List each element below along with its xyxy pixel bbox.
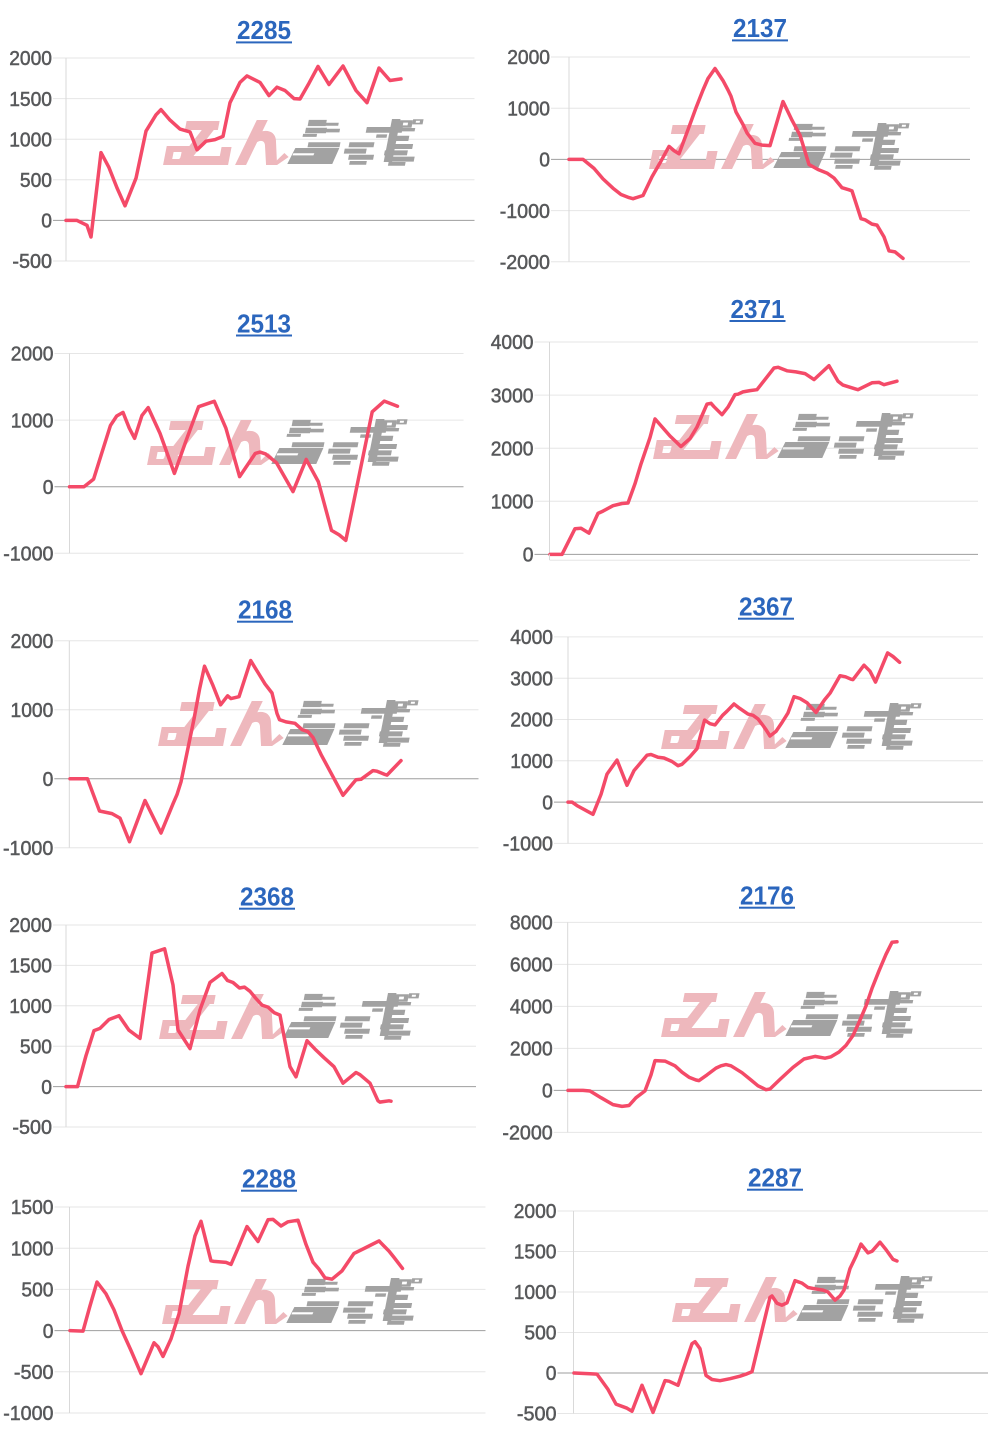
svg-text:2176: 2176 <box>740 881 794 911</box>
svg-text:500: 500 <box>20 1036 52 1058</box>
svg-text:8000: 8000 <box>510 913 553 935</box>
svg-text:0: 0 <box>41 211 52 233</box>
svg-text:0: 0 <box>542 792 553 814</box>
svg-text:3000: 3000 <box>510 668 553 690</box>
svg-text:6000: 6000 <box>510 955 553 977</box>
svg-text:500: 500 <box>21 1280 53 1302</box>
svg-text:1000: 1000 <box>9 129 52 151</box>
svg-text:2000: 2000 <box>11 344 54 366</box>
svg-text:2137: 2137 <box>733 13 787 43</box>
svg-text:-2000: -2000 <box>502 1123 552 1145</box>
svg-text:2168: 2168 <box>238 595 292 625</box>
svg-text:-1000: -1000 <box>503 834 553 856</box>
svg-text:0: 0 <box>43 477 54 499</box>
svg-text:-1000: -1000 <box>3 1403 53 1425</box>
svg-text:4000: 4000 <box>510 627 553 649</box>
svg-text:0: 0 <box>41 1077 52 1099</box>
svg-text:0: 0 <box>523 545 534 567</box>
svg-text:2513: 2513 <box>237 308 291 338</box>
svg-text:-500: -500 <box>12 251 52 273</box>
svg-text:2000: 2000 <box>510 1039 553 1061</box>
svg-text:2000: 2000 <box>491 438 534 460</box>
svg-text:2288: 2288 <box>242 1164 296 1194</box>
svg-text:1500: 1500 <box>514 1242 557 1264</box>
svg-text:2000: 2000 <box>514 1201 557 1223</box>
svg-text:4000: 4000 <box>491 332 534 354</box>
svg-text:1500: 1500 <box>9 89 52 111</box>
svg-text:2000: 2000 <box>507 47 550 69</box>
svg-text:500: 500 <box>20 170 52 192</box>
svg-text:0: 0 <box>546 1363 557 1385</box>
svg-text:1500: 1500 <box>9 956 52 978</box>
svg-text:1500: 1500 <box>11 1197 54 1219</box>
svg-text:-1000: -1000 <box>3 544 53 566</box>
svg-text:2000: 2000 <box>9 48 52 70</box>
svg-text:1000: 1000 <box>491 492 534 514</box>
svg-text:2285: 2285 <box>237 15 291 45</box>
svg-text:1000: 1000 <box>514 1282 557 1304</box>
svg-text:-500: -500 <box>12 1117 52 1139</box>
svg-text:1000: 1000 <box>11 1238 54 1260</box>
svg-text:0: 0 <box>539 150 550 172</box>
svg-text:-1000: -1000 <box>500 201 550 223</box>
svg-text:1000: 1000 <box>507 98 550 120</box>
svg-text:2287: 2287 <box>748 1163 802 1193</box>
svg-text:2368: 2368 <box>240 882 294 912</box>
svg-text:2000: 2000 <box>11 631 54 653</box>
svg-text:-500: -500 <box>517 1404 557 1426</box>
svg-text:2367: 2367 <box>739 592 793 622</box>
svg-text:1000: 1000 <box>11 410 54 432</box>
svg-text:-2000: -2000 <box>500 252 550 274</box>
svg-text:500: 500 <box>524 1323 556 1345</box>
svg-text:0: 0 <box>542 1081 553 1103</box>
svg-text:1000: 1000 <box>11 700 54 722</box>
svg-text:-1000: -1000 <box>3 838 53 860</box>
svg-text:0: 0 <box>43 769 54 791</box>
svg-text:1000: 1000 <box>510 751 553 773</box>
svg-text:3000: 3000 <box>491 385 534 407</box>
svg-text:2000: 2000 <box>9 915 52 937</box>
svg-text:2371: 2371 <box>731 294 785 324</box>
svg-text:0: 0 <box>43 1321 54 1343</box>
svg-text:2000: 2000 <box>510 710 553 732</box>
svg-text:1000: 1000 <box>9 996 52 1018</box>
svg-text:4000: 4000 <box>510 997 553 1019</box>
svg-text:-500: -500 <box>14 1362 54 1384</box>
